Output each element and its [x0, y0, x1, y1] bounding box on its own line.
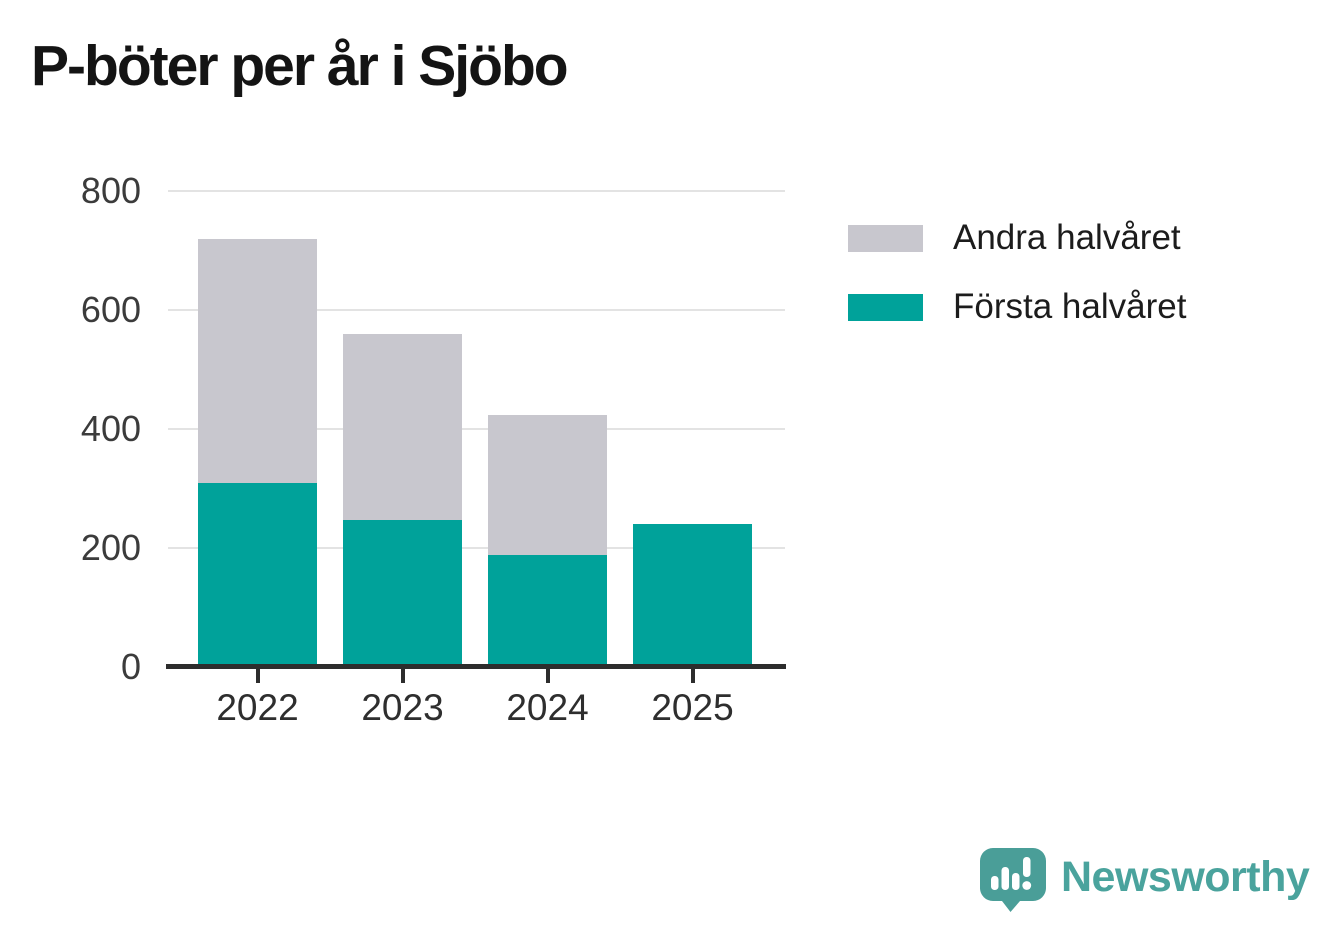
x-axis-line	[166, 664, 786, 669]
bar-2022-Första halvåret	[198, 482, 317, 667]
bar-2022-Andra halvåret	[198, 238, 317, 483]
y-axis-label: 600	[80, 289, 141, 330]
x-axis-tick	[545, 669, 550, 683]
x-axis-label: 2023	[361, 687, 444, 728]
plot-area	[168, 190, 785, 667]
brand-wordmark: Newsworthy	[1061, 853, 1310, 901]
y-axis-label: 0	[120, 646, 141, 687]
legend: Andra halvåret Första halvåret	[848, 218, 1186, 356]
x-axis-tick	[400, 669, 405, 683]
legend-label: Andra halvåret	[953, 218, 1181, 257]
x-axis-label: 2022	[216, 687, 299, 728]
legend-swatch	[848, 224, 923, 252]
legend-item: Andra halvåret	[848, 218, 1186, 258]
y-axis-label: 400	[80, 408, 141, 449]
x-axis-label: 2025	[651, 687, 734, 728]
gridline-400	[168, 428, 785, 430]
bar-2024-Första halvåret	[488, 555, 607, 667]
bar-2023-Andra halvåret	[343, 333, 462, 521]
x-axis-tick	[255, 669, 260, 683]
bar-2024-Andra halvåret	[488, 415, 607, 556]
gridline-600	[168, 309, 785, 311]
gridline-200	[168, 547, 785, 549]
legend-item: Första halvåret	[848, 287, 1186, 327]
bar-2025-Första halvåret	[633, 524, 752, 667]
y-axis-label: 800	[80, 170, 141, 211]
x-axis-tick	[690, 669, 695, 683]
brand-footer: Newsworthy	[978, 847, 1310, 913]
bar-2023-Första halvåret	[343, 520, 462, 667]
gridline-800	[168, 190, 785, 192]
y-axis-label: 200	[80, 527, 141, 568]
chart-title: P-böter per år i Sjöbo	[31, 34, 569, 98]
x-axis-label: 2024	[506, 687, 589, 728]
legend-label: Första halvåret	[953, 287, 1187, 326]
legend-swatch	[848, 293, 923, 321]
newsworthy-logo-icon	[980, 848, 1046, 912]
